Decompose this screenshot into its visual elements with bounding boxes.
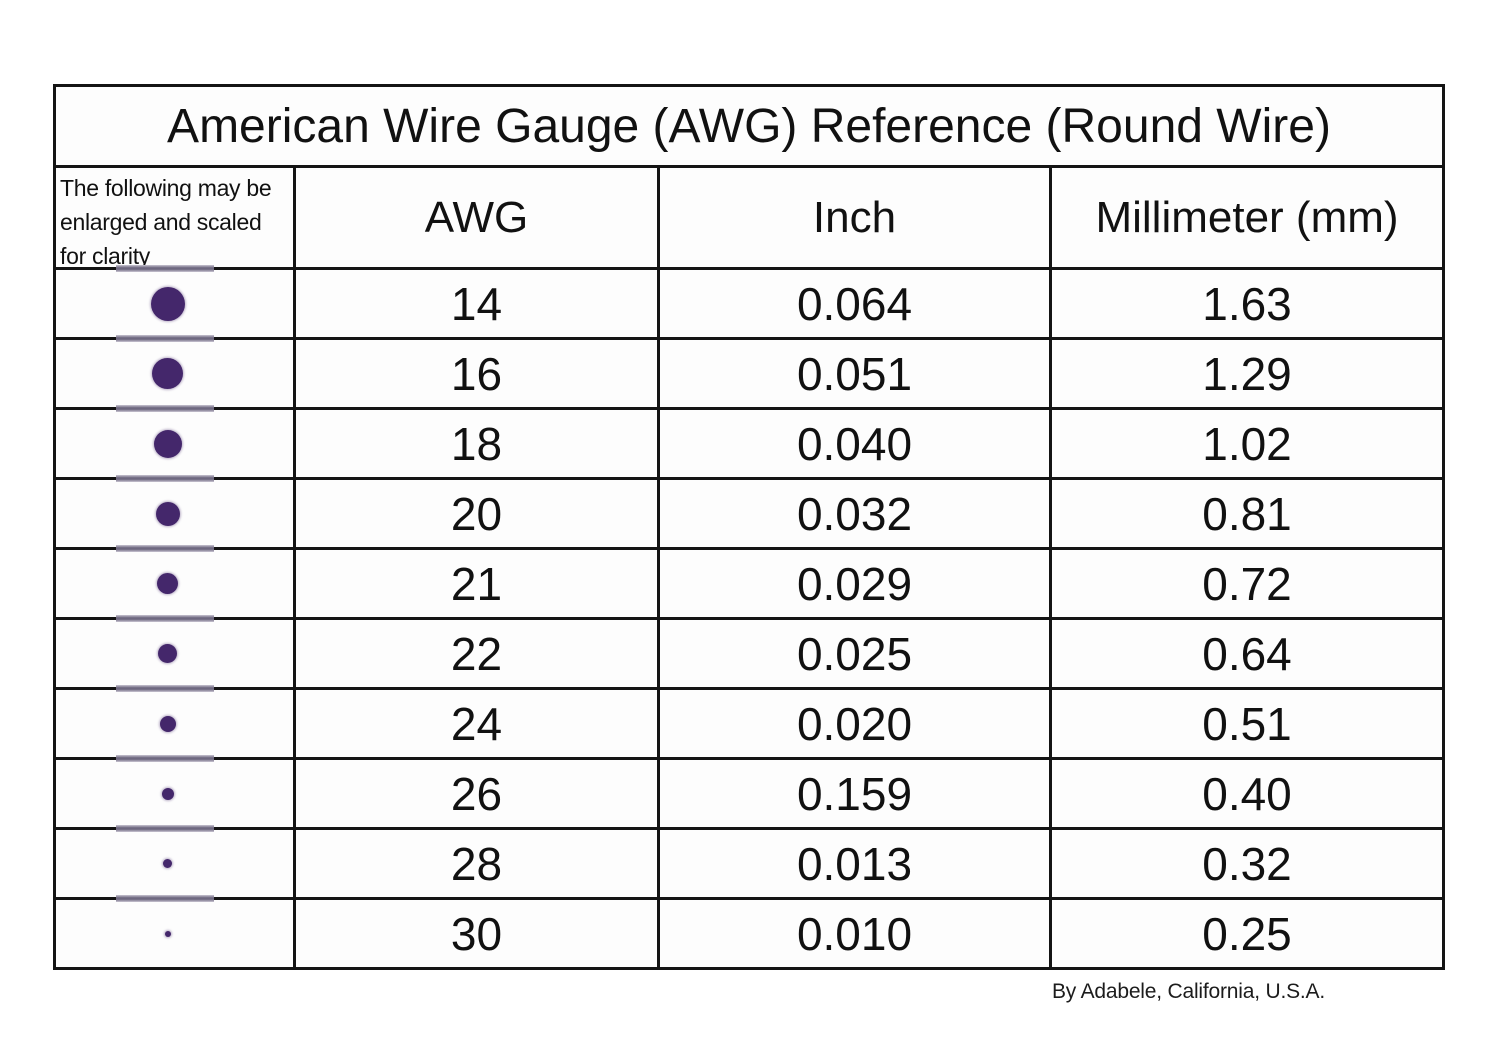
wire-size-dot bbox=[150, 286, 185, 321]
table-row: 26 0.159 0.40 bbox=[56, 755, 1442, 827]
table-row: 21 0.029 0.72 bbox=[56, 545, 1442, 617]
wire-dot-cell bbox=[56, 755, 296, 827]
table-row: 20 0.032 0.81 bbox=[56, 475, 1442, 547]
wire-size-dot bbox=[152, 358, 183, 389]
wire-dot-cell bbox=[56, 405, 296, 477]
divider-overlay bbox=[116, 685, 214, 692]
divider-overlay bbox=[116, 265, 214, 272]
table-title: American Wire Gauge (AWG) Reference (Rou… bbox=[56, 87, 1442, 168]
inch-value: 0.159 bbox=[660, 760, 1052, 827]
wire-dot-cell bbox=[56, 615, 296, 687]
wire-size-dot bbox=[157, 573, 178, 594]
wire-dot-cell bbox=[56, 895, 296, 967]
awg-reference-table: American Wire Gauge (AWG) Reference (Rou… bbox=[53, 84, 1445, 970]
table-row: 24 0.020 0.51 bbox=[56, 685, 1442, 757]
mm-value: 1.63 bbox=[1202, 277, 1292, 330]
wire-dot-cell bbox=[56, 335, 296, 407]
wire-dot-cell bbox=[56, 545, 296, 617]
mm-value: 0.25 bbox=[1202, 907, 1292, 960]
divider-overlay bbox=[116, 335, 214, 342]
wire-size-dot bbox=[155, 501, 180, 526]
wire-size-dot bbox=[161, 787, 174, 800]
mm-value: 0.40 bbox=[1202, 767, 1292, 820]
table-row: 18 0.040 1.02 bbox=[56, 405, 1442, 477]
column-header-mm: Millimeter (mm) bbox=[1095, 192, 1399, 242]
inch-value: 0.032 bbox=[660, 480, 1052, 547]
table-header-row: The following may be enlarged and scaled… bbox=[56, 168, 1442, 269]
mm-value: 0.32 bbox=[1202, 837, 1292, 890]
divider-overlay bbox=[116, 615, 214, 622]
wire-size-dot bbox=[164, 930, 171, 937]
scale-note-cell: The following may be enlarged and scaled… bbox=[56, 168, 296, 269]
divider-overlay bbox=[116, 825, 214, 832]
divider-overlay bbox=[116, 755, 214, 762]
mm-value: 1.02 bbox=[1202, 417, 1292, 470]
wire-dot-cell bbox=[56, 475, 296, 547]
wire-dot-cell bbox=[56, 265, 296, 337]
inch-value: 0.020 bbox=[660, 690, 1052, 757]
awg-value: 24 bbox=[296, 690, 660, 757]
inch-value: 0.064 bbox=[660, 270, 1052, 337]
table-row: 28 0.013 0.32 bbox=[56, 825, 1442, 897]
column-header-inch: Inch bbox=[660, 168, 1052, 267]
inch-value: 0.029 bbox=[660, 550, 1052, 617]
awg-value: 30 bbox=[296, 900, 660, 967]
awg-value: 22 bbox=[296, 620, 660, 687]
wire-size-dot bbox=[163, 859, 172, 868]
inch-value: 0.013 bbox=[660, 830, 1052, 897]
divider-overlay bbox=[116, 545, 214, 552]
divider-overlay bbox=[116, 895, 214, 902]
awg-value: 16 bbox=[296, 340, 660, 407]
inch-value: 0.010 bbox=[660, 900, 1052, 967]
table-title-text: American Wire Gauge (AWG) Reference (Rou… bbox=[167, 99, 1331, 153]
table-row: 22 0.025 0.64 bbox=[56, 615, 1442, 687]
wire-size-dot bbox=[158, 644, 177, 663]
credit-text: By Adabele, California, U.S.A. bbox=[1052, 980, 1325, 1003]
table-row: 16 0.051 1.29 bbox=[56, 335, 1442, 407]
table-row: 14 0.064 1.63 bbox=[56, 265, 1442, 337]
awg-value: 18 bbox=[296, 410, 660, 477]
mm-value: 0.51 bbox=[1202, 697, 1292, 750]
scale-note-text: The following may be enlarged and scaled… bbox=[60, 175, 272, 269]
inch-value: 0.051 bbox=[660, 340, 1052, 407]
awg-value: 28 bbox=[296, 830, 660, 897]
wire-size-dot bbox=[153, 429, 182, 458]
divider-overlay bbox=[116, 405, 214, 412]
awg-value: 26 bbox=[296, 760, 660, 827]
wire-dot-cell bbox=[56, 685, 296, 757]
divider-overlay bbox=[116, 475, 214, 482]
awg-value: 14 bbox=[296, 270, 660, 337]
inch-value: 0.040 bbox=[660, 410, 1052, 477]
awg-value: 21 bbox=[296, 550, 660, 617]
wire-dot-cell bbox=[56, 825, 296, 897]
wire-size-dot bbox=[159, 715, 176, 732]
mm-value: 0.81 bbox=[1202, 487, 1292, 540]
inch-value: 0.025 bbox=[660, 620, 1052, 687]
table-row: 30 0.010 0.25 bbox=[56, 895, 1442, 967]
mm-value: 1.29 bbox=[1202, 347, 1292, 400]
column-header-awg: AWG bbox=[296, 168, 660, 267]
mm-value: 0.72 bbox=[1202, 557, 1292, 610]
mm-value: 0.64 bbox=[1202, 627, 1292, 680]
awg-value: 20 bbox=[296, 480, 660, 547]
